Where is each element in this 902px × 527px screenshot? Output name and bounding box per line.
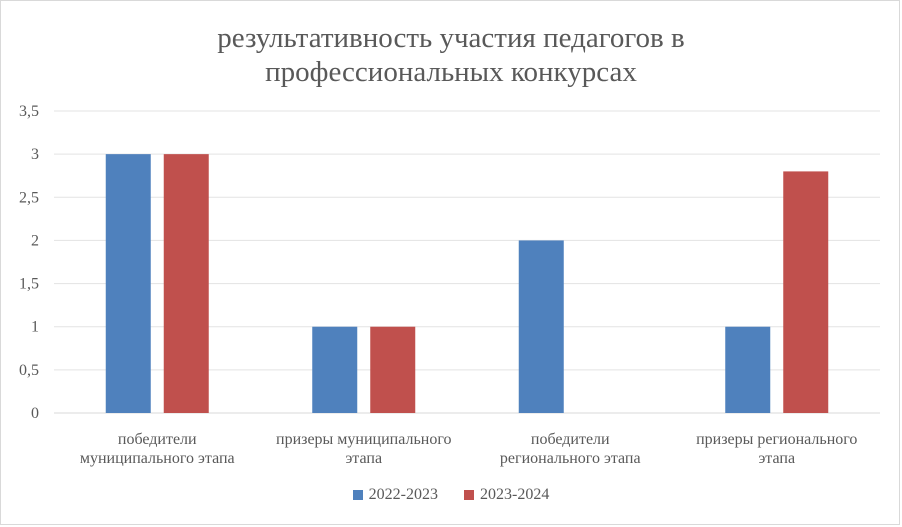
legend-item-2023-2024: 2023-2024 xyxy=(464,486,549,504)
legend-label: 2023-2024 xyxy=(480,486,550,503)
y-tick-label: 0 xyxy=(31,405,39,422)
bar-2023-2024 xyxy=(163,154,209,413)
chart-title: результативность участия педагогов в про… xyxy=(217,22,685,88)
x-tick-label: призеры регионального этапа xyxy=(696,431,857,467)
bar-2022-2023 xyxy=(105,154,151,413)
y-tick-label: 1 xyxy=(31,319,39,336)
y-tick-label: 0,5 xyxy=(19,362,39,379)
y-tick-label: 3 xyxy=(31,146,39,163)
legend-label: 2022-2023 xyxy=(368,486,438,503)
bar-2022-2023 xyxy=(312,326,358,413)
x-tick-label: призеры муниципального этапа xyxy=(276,431,451,467)
y-tick-label: 2,5 xyxy=(19,189,39,206)
x-tick-label: победители регионального этапа xyxy=(500,431,641,467)
y-tick-label: 2 xyxy=(31,232,39,249)
x-tick-label: победители муниципального этапа xyxy=(80,431,235,467)
legend-swatch xyxy=(352,490,363,500)
bar-2022-2023 xyxy=(725,326,771,413)
bar-2023-2024 xyxy=(783,171,829,413)
bar-2022-2023 xyxy=(518,240,564,413)
legend-item-2022-2023: 2022-2023 xyxy=(352,486,438,504)
legend-swatch xyxy=(464,490,474,500)
y-tick-label: 1,5 xyxy=(19,276,39,293)
bar-2023-2024 xyxy=(370,326,416,413)
legend: 2022-2023 2023-2024 xyxy=(1,486,901,504)
y-tick-label: 3,5 xyxy=(19,103,39,120)
